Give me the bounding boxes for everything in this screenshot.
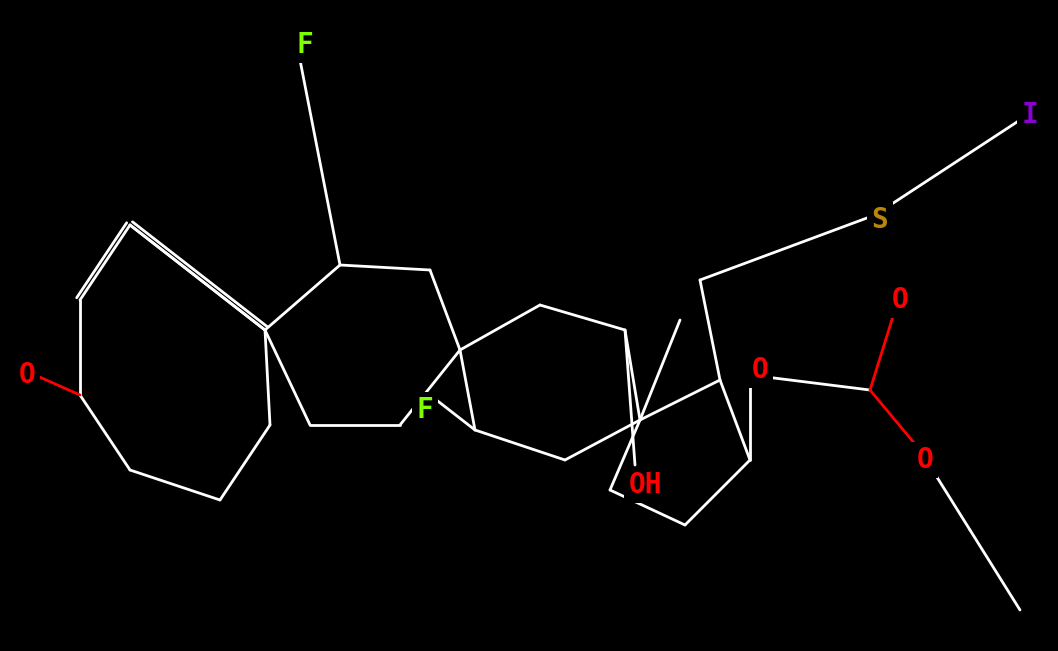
Text: OH: OH <box>628 471 661 499</box>
Text: O: O <box>916 446 933 474</box>
Text: O: O <box>751 356 768 384</box>
Text: F: F <box>417 396 434 424</box>
Text: I: I <box>1022 101 1038 129</box>
Text: S: S <box>872 206 889 234</box>
Text: O: O <box>892 286 909 314</box>
Text: F: F <box>296 31 313 59</box>
Text: O: O <box>19 361 35 389</box>
